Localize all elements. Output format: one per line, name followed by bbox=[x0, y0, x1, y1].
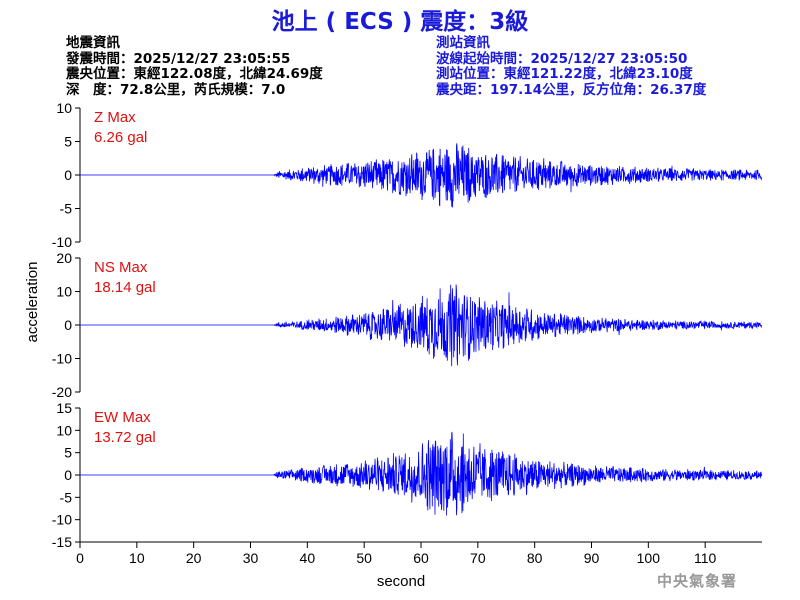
y-tick-label: 10 bbox=[56, 284, 72, 300]
x-tick-label: 50 bbox=[356, 550, 372, 566]
epicentral-distance: 震央距：197.14公里，反方位角：26.37度 bbox=[436, 81, 707, 98]
station-info-heading: 測站資訊 bbox=[436, 35, 490, 51]
x-tick-label: 0 bbox=[76, 550, 84, 566]
x-tick-label: 10 bbox=[129, 550, 145, 566]
waveform-start-time: 波線起始時間：2025/12/27 23:05:50 bbox=[436, 50, 688, 67]
y-tick-label: -15 bbox=[52, 534, 72, 550]
y-tick-label: 0 bbox=[64, 167, 72, 183]
x-tick-label: 80 bbox=[527, 550, 543, 566]
station-info-block: 測站資訊 波線起始時間：2025/12/27 23:05:50 測站位置：東經1… bbox=[436, 35, 707, 98]
y-tick-label: -20 bbox=[52, 384, 72, 400]
y-tick-label: 15 bbox=[56, 400, 72, 416]
y-tick-label: -10 bbox=[52, 512, 72, 528]
max-label-ew: EW Max bbox=[94, 409, 151, 426]
max-value-ns: 18.14 gal bbox=[94, 279, 156, 296]
y-tick-label: 5 bbox=[64, 134, 72, 150]
x-tick-label: 40 bbox=[300, 550, 316, 566]
y-axis-label: acceleration bbox=[24, 262, 41, 343]
x-tick-label: 90 bbox=[584, 550, 600, 566]
earthquake-info-block: 地震資訊 發震時間：2025/12/27 23:05:55 震央位置：東經122… bbox=[66, 35, 323, 98]
y-tick-label: -5 bbox=[60, 489, 73, 505]
earthquake-info-heading: 地震資訊 bbox=[66, 35, 120, 51]
max-value-z: 6.26 gal bbox=[94, 129, 147, 146]
origin-time: 發震時間：2025/12/27 23:05:55 bbox=[66, 50, 291, 67]
agency-watermark: 中央氣象署 bbox=[657, 572, 738, 590]
y-tick-label: 0 bbox=[64, 467, 72, 483]
x-axis-label: second bbox=[377, 573, 425, 590]
max-value-ew: 13.72 gal bbox=[94, 429, 156, 446]
x-tick-label: 110 bbox=[694, 550, 717, 566]
waveform-trace-ew bbox=[80, 431, 763, 516]
x-tick-label: 100 bbox=[637, 550, 661, 566]
y-tick-label: 10 bbox=[56, 422, 72, 438]
epicenter-location: 震央位置：東經122.08度，北緯24.69度 bbox=[66, 66, 323, 82]
chart-title: 池上 ( ECS ) 震度：3級 bbox=[271, 9, 529, 35]
depth-magnitude: 深 度：72.8公里，芮氏規模：7.0 bbox=[66, 81, 286, 98]
max-label-ns: NS Max bbox=[94, 259, 148, 276]
y-tick-label: -10 bbox=[52, 234, 72, 250]
waveform-trace-z bbox=[80, 143, 763, 208]
waveform-trace-ns bbox=[80, 284, 763, 367]
x-tick-label: 20 bbox=[186, 550, 202, 566]
y-tick-label: -5 bbox=[60, 201, 73, 217]
y-tick-label: 0 bbox=[64, 317, 72, 333]
max-label-z: Z Max bbox=[94, 109, 136, 126]
x-tick-label: 60 bbox=[413, 550, 429, 566]
y-tick-label: 5 bbox=[64, 445, 72, 461]
x-tick-label: 70 bbox=[470, 550, 486, 566]
y-tick-label: -10 bbox=[52, 351, 72, 367]
station-location: 測站位置：東經121.22度，北緯23.10度 bbox=[436, 66, 693, 82]
x-tick-label: 30 bbox=[243, 550, 259, 566]
y-tick-label: 20 bbox=[56, 250, 72, 266]
y-tick-label: 10 bbox=[56, 100, 72, 116]
